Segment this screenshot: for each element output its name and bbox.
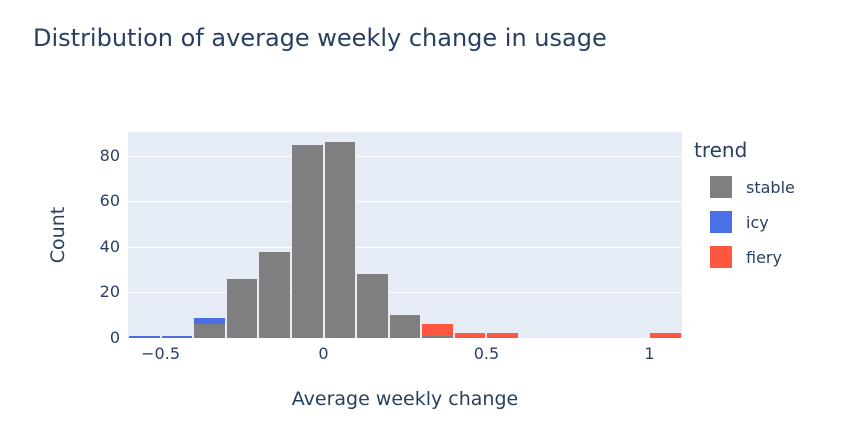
bar-fiery-bin-0.5[interactable] xyxy=(487,333,519,338)
bar-stable-bin--0.1[interactable] xyxy=(291,144,323,338)
bar-fiery-bin-0.3[interactable] xyxy=(422,324,453,336)
y-tick-40: 40 xyxy=(99,236,120,256)
legend-label: icy xyxy=(746,212,769,232)
y-axis-title: Count xyxy=(47,206,69,264)
bar-stable-bin-0[interactable] xyxy=(324,142,356,338)
y-tick-20: 20 xyxy=(99,282,120,302)
legend-label: stable xyxy=(746,177,795,197)
x-tick-0.5: 0.5 xyxy=(473,344,500,363)
legend: trend stable icy fiery xyxy=(694,138,844,281)
y-tick-0: 0 xyxy=(109,328,120,347)
bar-stable-bin-0.1[interactable] xyxy=(357,274,388,338)
bar-icy-bin--0.6[interactable] xyxy=(129,335,160,338)
legend-title: trend xyxy=(694,138,748,162)
legend-label: fiery xyxy=(746,247,782,267)
gridline-y-80 xyxy=(128,155,682,157)
x-axis-title: Average weekly change xyxy=(291,388,519,410)
x-tick-0: 0 xyxy=(318,344,329,363)
x-tick--0.5: −0.5 xyxy=(141,344,180,363)
chart-title: Distribution of average weekly change in… xyxy=(33,24,607,52)
y-tick-60: 60 xyxy=(99,191,120,211)
bar-stable-bin-0.2[interactable] xyxy=(389,315,421,338)
x-tick-1: 1 xyxy=(644,344,655,363)
y-tick-80: 80 xyxy=(99,145,120,165)
bar-stable-bin--0.4[interactable] xyxy=(194,324,225,338)
gridline-y-20 xyxy=(128,292,682,294)
legend-item-icy[interactable]: icy xyxy=(710,211,844,233)
legend-swatch-fiery xyxy=(710,246,732,268)
bar-fiery-bin-1[interactable] xyxy=(650,333,681,338)
gridline-y-60 xyxy=(128,201,682,203)
bar-icy-bin--0.5[interactable] xyxy=(161,335,193,338)
plot-area[interactable] xyxy=(128,132,682,338)
legend-item-fiery[interactable]: fiery xyxy=(710,246,844,268)
legend-swatch-stable xyxy=(710,176,732,198)
legend-swatch-icy xyxy=(710,211,732,233)
bar-stable-bin--0.2[interactable] xyxy=(259,251,290,338)
gridline-y-40 xyxy=(128,246,682,248)
bar-stable-bin--0.3[interactable] xyxy=(226,278,258,338)
legend-item-stable[interactable]: stable xyxy=(710,176,844,198)
bar-icy-bin--0.4[interactable] xyxy=(194,317,225,325)
bar-stable-bin-0.3[interactable] xyxy=(422,335,453,338)
bar-fiery-bin-0.4[interactable] xyxy=(454,333,486,338)
